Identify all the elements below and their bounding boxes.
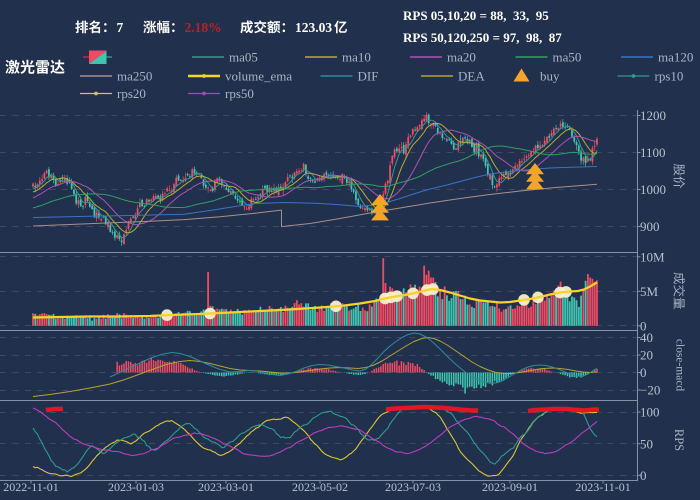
svg-text:RPS 50,120,250 = 97, 98, 87: RPS 50,120,250 = 97, 98, 87: [403, 30, 562, 45]
svg-text:volume_ema: volume_ema: [225, 69, 292, 84]
svg-text:2022-11-01: 2022-11-01: [3, 480, 59, 494]
svg-text:40: 40: [640, 330, 653, 345]
svg-text:0: 0: [640, 318, 647, 333]
svg-text:buy: buy: [540, 69, 560, 84]
svg-text:ma10: ma10: [342, 50, 371, 65]
svg-text:7: 7: [117, 20, 124, 35]
svg-text:2023-09-01: 2023-09-01: [482, 480, 538, 494]
svg-text:0: 0: [640, 365, 647, 380]
svg-text:rps50: rps50: [225, 86, 254, 101]
svg-text:0: 0: [640, 468, 647, 483]
svg-text:ma05: ma05: [229, 50, 258, 65]
svg-text:DEA: DEA: [458, 69, 485, 84]
svg-text:50: 50: [640, 436, 653, 451]
svg-text:2.18%: 2.18%: [185, 20, 222, 35]
svg-text:ma20: ma20: [447, 50, 476, 65]
svg-text:close-macd: close-macd: [674, 339, 686, 392]
svg-text:5M: 5M: [640, 284, 659, 299]
svg-text:RPS 05,10,20 = 88, 33, 95: RPS 05,10,20 = 88, 33, 95: [403, 8, 549, 23]
svg-text:1000: 1000: [640, 182, 666, 197]
svg-text:20: 20: [640, 348, 653, 363]
svg-text:ma120: ma120: [658, 50, 693, 65]
svg-text:rps20: rps20: [117, 86, 146, 101]
svg-text:1200: 1200: [640, 108, 666, 123]
svg-text:2023-11-01: 2023-11-01: [575, 480, 631, 494]
svg-text:900: 900: [640, 219, 660, 234]
svg-text:123.03: 123.03: [295, 20, 332, 35]
svg-text:DIF: DIF: [358, 69, 379, 84]
svg-text:ma250: ma250: [117, 69, 152, 84]
svg-text:−20: −20: [640, 383, 660, 398]
svg-text:2023-07-03: 2023-07-03: [385, 480, 441, 494]
svg-text:RPS: RPS: [672, 429, 686, 451]
svg-text:10M: 10M: [640, 249, 665, 264]
svg-text:2023-01-03: 2023-01-03: [108, 480, 164, 494]
svg-text:ma50: ma50: [553, 50, 582, 65]
svg-text:100: 100: [640, 405, 660, 420]
svg-text:1100: 1100: [640, 145, 666, 160]
svg-text:2023-05-02: 2023-05-02: [292, 480, 348, 494]
svg-text:2023-03-01: 2023-03-01: [198, 480, 254, 494]
svg-text:rps10: rps10: [655, 69, 684, 84]
